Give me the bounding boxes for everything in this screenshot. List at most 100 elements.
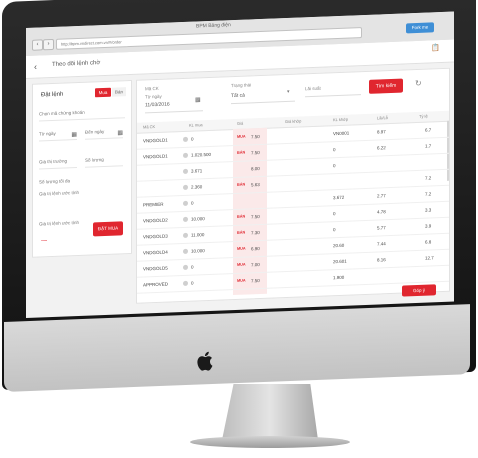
cell-price: 5.63 — [251, 182, 260, 188]
cell-vol: 11.000 — [191, 232, 205, 238]
cell-side: MUA — [237, 246, 246, 251]
screen: BPM Bảng điện ‹ › http://bpm.vndirect.co… — [26, 11, 454, 319]
submit-buy-button[interactable]: ĐẶT MUA — [93, 221, 123, 237]
cell-price: 7.00 — [251, 262, 260, 268]
search-button[interactable]: Tìm kiếm — [369, 78, 403, 94]
order-list-panel: Mã CK Từ ngày 11/03/2016 ▦ Trạng thái Tấ… — [136, 67, 450, 304]
th-pct: Tỷ lệ — [419, 113, 428, 119]
cell-vol: 10.000 — [191, 216, 205, 222]
quantity-input[interactable]: Số lượng — [85, 153, 123, 168]
symbol-input[interactable]: Chọn mã chứng khoán — [39, 105, 125, 122]
cell-side: BÁN — [237, 182, 246, 187]
feedback-button[interactable]: Góp ý — [402, 284, 436, 297]
cell-code: PREMIER — [143, 201, 164, 208]
cell-pl: 5.77 — [377, 225, 386, 231]
sell-tab[interactable]: Bán — [112, 87, 126, 97]
cell-pct: 6.8 — [425, 239, 432, 245]
cell-pl: 8.16 — [377, 257, 386, 263]
cell-price: 6.90 — [251, 246, 260, 252]
cell-code: APPROVED — [143, 281, 169, 288]
status-dot-icon — [183, 152, 188, 158]
cell-vol: 1.020.500 — [191, 151, 212, 158]
page-title: Theo dõi lệnh chờ — [52, 60, 101, 69]
cell-vol: 0 — [191, 264, 194, 270]
status-dot-icon — [183, 200, 188, 206]
order-panel: Đặt lệnh Mua Bán Chọn mã chứng khoán Từ … — [32, 79, 132, 258]
cell-side: BÁN — [237, 214, 246, 219]
status-dot-icon — [183, 232, 188, 238]
estimated-value-label: Giá trị lệnh ước tính — [39, 219, 79, 227]
cell-match: 3.672 — [333, 194, 345, 201]
fork-button[interactable]: Fork me — [406, 22, 434, 34]
chevron-down-icon[interactable]: ▾ — [287, 88, 290, 95]
cell-match: 1.900 — [333, 274, 345, 281]
cell-pct: 3.3 — [425, 207, 432, 213]
status-dot-icon — [183, 216, 188, 222]
code-filter-label: Mã CK — [145, 85, 159, 92]
th-vol: KL mua — [189, 122, 203, 128]
cell-match: 20.601 — [333, 258, 347, 265]
status-dot-icon — [183, 280, 188, 286]
cell-code: VNDGOLD4 — [143, 249, 168, 256]
to-date-label: Đến ngày — [85, 128, 105, 135]
cell-code: VNDGOLD3 — [143, 233, 168, 240]
th-pl: Lãi/Lỗ — [377, 115, 388, 121]
status-dot-icon — [183, 168, 188, 174]
cell-pl: 6.22 — [377, 145, 386, 151]
cell-match: VN0001 — [333, 130, 350, 137]
status-dot-icon — [183, 264, 188, 270]
cell-vol: 0 — [191, 280, 194, 286]
date-filter-label: Từ ngày — [145, 93, 162, 100]
cell-side: MUA — [237, 262, 246, 267]
cell-vol: 0 — [191, 136, 194, 142]
cell-pl: 4.78 — [377, 209, 386, 215]
refresh-icon[interactable]: ↻ — [415, 78, 422, 89]
cell-code: VNDGOLD2 — [143, 217, 168, 224]
calendar-icon: ▦ — [71, 132, 77, 139]
cell-price: 7.50 — [251, 134, 260, 140]
status-filter-underline — [231, 100, 295, 105]
to-date-input[interactable]: Đến ngày ▦ — [85, 125, 123, 140]
status-dot-icon — [183, 248, 188, 254]
cell-pl: 7.44 — [377, 241, 386, 247]
th-match-price: Giá khớp — [285, 118, 302, 125]
cell-pct: 3.9 — [425, 223, 432, 229]
cell-side: BÁN — [237, 150, 246, 155]
rate-filter-label: Lãi suất — [305, 85, 321, 92]
date-filter-underline — [145, 110, 203, 114]
cell-code: VNDGOLD5 — [143, 265, 168, 272]
back-arrow-icon[interactable]: ‹ — [34, 61, 37, 72]
status-dot-icon — [183, 184, 188, 190]
cell-pct: 6.7 — [425, 127, 432, 133]
cell-code: VNDGOLD1 — [143, 153, 168, 160]
document-icon[interactable]: 📋 — [431, 45, 440, 53]
order-panel-title: Đặt lệnh — [41, 91, 64, 99]
status-dot-icon — [183, 136, 188, 142]
date-filter-value[interactable]: 11/03/2016 — [145, 101, 170, 109]
cell-vol: 10.000 — [191, 248, 205, 254]
buy-tab[interactable]: Mua — [95, 87, 111, 98]
cell-price: 7.50 — [251, 278, 260, 284]
calendar-icon[interactable]: ▦ — [195, 97, 201, 104]
browser-back-button[interactable]: ‹ — [32, 39, 43, 51]
cell-price: 7.50 — [251, 150, 260, 156]
cell-vol: 3.671 — [191, 168, 203, 174]
status-filter-value[interactable]: Tất cả — [231, 92, 245, 100]
from-date-input[interactable]: Từ ngày ▦ — [39, 127, 77, 142]
browser-forward-button[interactable]: › — [43, 38, 54, 51]
cell-match: 0 — [333, 227, 336, 233]
cell-match: 0 — [333, 147, 336, 153]
th-match-vol: KL khớp — [333, 116, 348, 123]
cell-price: 8.00 — [251, 166, 260, 172]
cell-match: 0 — [333, 163, 336, 169]
price-input[interactable]: Giá thị trường — [39, 155, 77, 170]
cell-pl: 8.97 — [377, 129, 386, 135]
cell-match: 20.60 — [333, 242, 345, 249]
cell-pct: 7.2 — [425, 175, 432, 181]
cell-vol: 0 — [191, 200, 194, 206]
order-value-label: Giá trị lệnh ước tính — [39, 189, 79, 197]
cell-match: 0 — [333, 211, 336, 217]
apple-logo-icon — [197, 351, 213, 371]
rate-filter-underline — [305, 94, 361, 98]
th-code: Mã CK — [143, 124, 156, 130]
